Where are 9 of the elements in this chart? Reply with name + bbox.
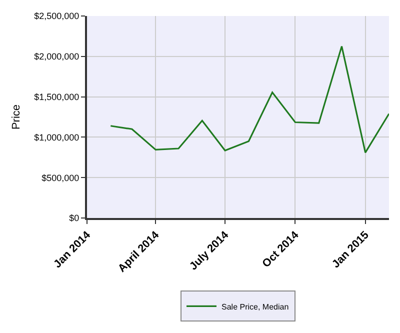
y-tick-label: $2,000,000 — [34, 52, 80, 62]
y-axis-title: Price — [10, 104, 22, 130]
y-tick-label: $1,000,000 — [34, 132, 80, 142]
y-tick-label: $2,500,000 — [34, 11, 80, 22]
y-tick-label: $500,000 — [42, 172, 80, 183]
y-tick-label: $1,500,000 — [34, 92, 80, 102]
line-series — [110, 46, 389, 154]
legend-label: Sale Price, Median — [222, 302, 289, 312]
y-tick-label: $0 — [69, 213, 80, 224]
